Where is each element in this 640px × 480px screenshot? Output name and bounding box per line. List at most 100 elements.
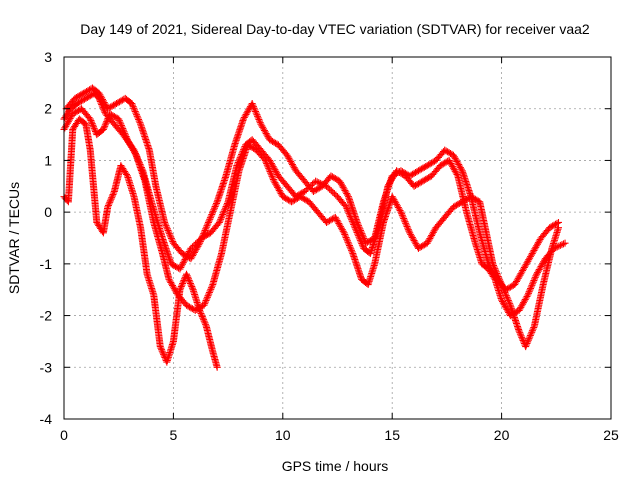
- data-point: [301, 195, 309, 203]
- y-tick-label: -1: [40, 256, 53, 272]
- data-point: [178, 260, 186, 268]
- data-point: [460, 197, 468, 205]
- data-point: [206, 287, 214, 295]
- data-point: [212, 201, 220, 209]
- data-point: [451, 154, 459, 162]
- x-tick-label: 0: [60, 427, 68, 443]
- data-point: [362, 239, 370, 247]
- data-point: [101, 122, 109, 130]
- y-tick-label: 1: [44, 152, 52, 168]
- data-point: [179, 280, 187, 288]
- data-point: [208, 209, 216, 217]
- data-point: [289, 162, 297, 170]
- data-point: [205, 217, 213, 225]
- data-point: [539, 259, 547, 267]
- data-point: [413, 181, 421, 189]
- data-point: [188, 305, 196, 313]
- data-point: [203, 222, 211, 230]
- data-point: [523, 339, 531, 347]
- data-point: [420, 241, 428, 249]
- data-point: [267, 137, 275, 145]
- data-point: [489, 268, 497, 276]
- data-point: [107, 195, 115, 203]
- data-point: [130, 148, 138, 156]
- data-point: [274, 185, 282, 193]
- data-point: [216, 217, 224, 225]
- data-point: [78, 90, 86, 98]
- data-point: [201, 319, 209, 327]
- x-tick-label: 10: [275, 427, 291, 443]
- data-point: [99, 97, 107, 105]
- data-point: [445, 156, 453, 164]
- data-point: [184, 275, 192, 283]
- data-point: [217, 214, 225, 222]
- plot-frame: [63, 56, 612, 420]
- data-point: [207, 285, 215, 293]
- data-point: [289, 197, 297, 205]
- data-point: [218, 212, 226, 220]
- data-point: [338, 226, 346, 234]
- data-point: [261, 128, 269, 136]
- data-point: [516, 329, 524, 337]
- data-point: [506, 300, 514, 308]
- data-point: [109, 191, 117, 199]
- data-point: [425, 174, 433, 182]
- data-point: [221, 204, 229, 212]
- data-point: [292, 195, 300, 203]
- data-point: [456, 164, 464, 172]
- data-point: [198, 233, 206, 241]
- data-point: [181, 251, 189, 259]
- data-point: [120, 128, 128, 136]
- data-point: [285, 154, 293, 162]
- data-point: [262, 158, 270, 166]
- data-point: [170, 262, 178, 270]
- data-point: [346, 243, 354, 251]
- data-point: [520, 263, 528, 271]
- data-point: [206, 214, 214, 222]
- data-point: [262, 130, 270, 138]
- data-point: [521, 296, 529, 304]
- data-point: [312, 177, 320, 185]
- data-point: [337, 180, 345, 188]
- data-point: [122, 133, 130, 141]
- data-point: [439, 160, 447, 168]
- data-point: [286, 156, 294, 164]
- data-point: [420, 163, 428, 171]
- data-point: [520, 297, 528, 305]
- data-point: [200, 228, 208, 236]
- data-point: [113, 100, 121, 108]
- data-point: [83, 87, 91, 95]
- data-point: [215, 218, 223, 226]
- data-point: [210, 204, 218, 212]
- data-point: [417, 178, 425, 186]
- data-point: [188, 284, 196, 292]
- data-point: [80, 95, 88, 103]
- data-point: [401, 169, 409, 177]
- data-point: [178, 262, 186, 270]
- data-point: [516, 271, 524, 279]
- data-point: [282, 194, 290, 202]
- data-point: [220, 207, 228, 215]
- data-point: [104, 201, 112, 209]
- data-point: [201, 298, 209, 306]
- data-point: [121, 131, 129, 139]
- data-point: [132, 109, 140, 117]
- data-point: [526, 333, 534, 341]
- data-point: [69, 110, 77, 118]
- data-point: [290, 164, 298, 172]
- data-point: [77, 91, 85, 99]
- data-point: [159, 349, 167, 357]
- data-point: [287, 157, 295, 165]
- data-point: [217, 215, 225, 223]
- data-point: [530, 277, 538, 285]
- data-point: [192, 245, 200, 253]
- data-point: [263, 131, 271, 139]
- data-point: [105, 104, 113, 112]
- data-point: [179, 278, 187, 286]
- data-point: [299, 194, 307, 202]
- data-point: [186, 280, 194, 288]
- data-point: [302, 196, 310, 204]
- data-point: [500, 301, 508, 309]
- data-point: [196, 238, 204, 246]
- data-point: [170, 285, 178, 293]
